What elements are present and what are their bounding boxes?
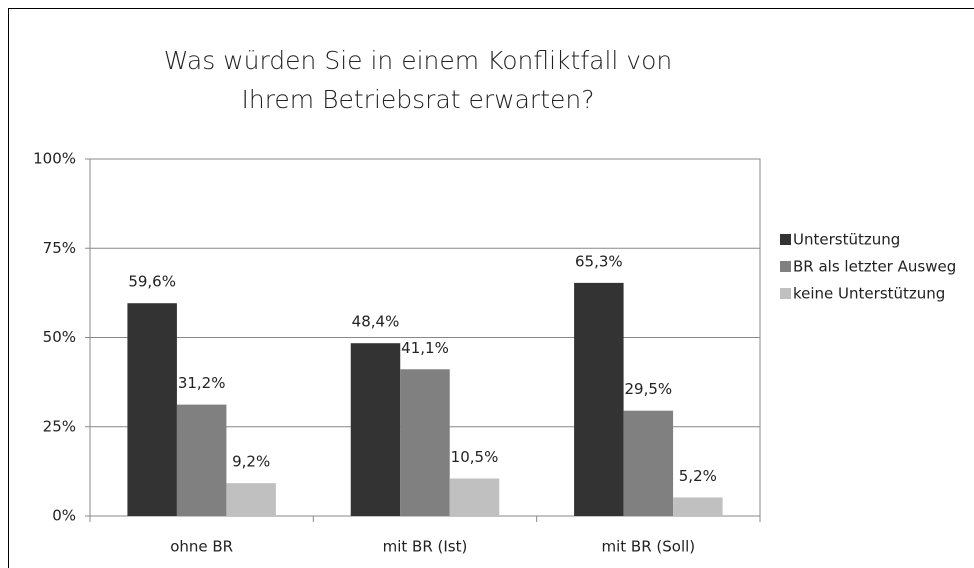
bar (350, 343, 401, 516)
data-label: 9,2% (232, 453, 270, 471)
y-tick-label: 50% (43, 328, 76, 346)
data-label: 29,5% (625, 380, 673, 398)
bar (176, 404, 227, 516)
data-label: 31,2% (178, 374, 226, 392)
y-tick-label: 75% (43, 239, 76, 257)
bar (574, 282, 624, 516)
data-label: 65,3% (575, 252, 623, 270)
data-label: 10,5% (451, 448, 499, 466)
legend-swatch (780, 261, 791, 272)
x-tick-label: mit BR (Soll) (602, 538, 696, 556)
bar (127, 303, 177, 516)
y-tick-label: 25% (43, 417, 76, 435)
y-tick-label: 0% (52, 507, 76, 525)
x-tick-label: ohne BR (170, 538, 233, 556)
data-label: 41,1% (401, 339, 449, 357)
legend-label: Unterstützung (793, 231, 900, 249)
data-label: 59,6% (128, 273, 176, 291)
bar (673, 497, 723, 516)
chart-border (8, 8, 974, 568)
data-label: 5,2% (679, 467, 717, 485)
bar (623, 410, 674, 516)
legend-swatch (780, 288, 791, 299)
bar (400, 369, 450, 516)
y-tick-label: 100% (33, 150, 76, 168)
chart-title: Ihrem Betriebsrat erwarten? (241, 85, 594, 114)
legend-label: keine Unterstützung (793, 285, 945, 303)
legend-label: BR als letzter Ausweg (793, 258, 956, 276)
chart-title: Was würden Sie in einem Konfliktfall von (164, 46, 672, 75)
legend-swatch (780, 234, 791, 245)
x-tick-label: mit BR (Ist) (383, 538, 468, 556)
data-label: 48,4% (352, 313, 400, 331)
bar (449, 478, 500, 516)
bar (226, 483, 276, 516)
